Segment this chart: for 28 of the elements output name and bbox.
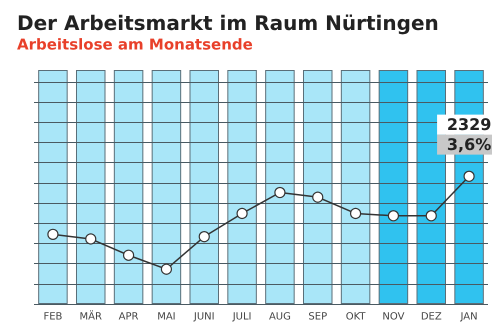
chart-title: Der Arbeitsmarkt im Raum Nürtingen <box>17 11 439 35</box>
x-tick-label: DEZ <box>420 312 442 322</box>
x-tick-label: JULI <box>232 312 252 322</box>
data-label: 2329 <box>446 115 492 134</box>
point <box>388 210 400 222</box>
x-tick-label: NOV <box>382 312 405 322</box>
x-tick-label: AUG <box>268 312 291 322</box>
point <box>122 250 134 261</box>
point <box>350 208 362 220</box>
x-tick-label: APR <box>118 312 139 322</box>
x-tick-label: MÄR <box>80 310 102 322</box>
x-tick-label: MAI <box>157 312 176 322</box>
x-tick-label: SEP <box>308 312 328 322</box>
point <box>274 186 286 198</box>
x-tick-label: JUNI <box>192 312 215 322</box>
point <box>426 210 437 222</box>
chart-subtitle: Arbeitslose am Monatsende <box>17 36 253 54</box>
point <box>198 231 210 242</box>
point <box>236 208 248 220</box>
point <box>47 228 59 240</box>
point <box>312 192 324 203</box>
x-tick-label: FEB <box>43 312 63 322</box>
x-tick-label: OKT <box>346 312 366 322</box>
point <box>463 170 475 182</box>
annotation: 3,6% <box>446 135 492 154</box>
x-tick-label: JAN <box>460 312 478 322</box>
point <box>160 264 172 275</box>
point <box>85 233 96 245</box>
